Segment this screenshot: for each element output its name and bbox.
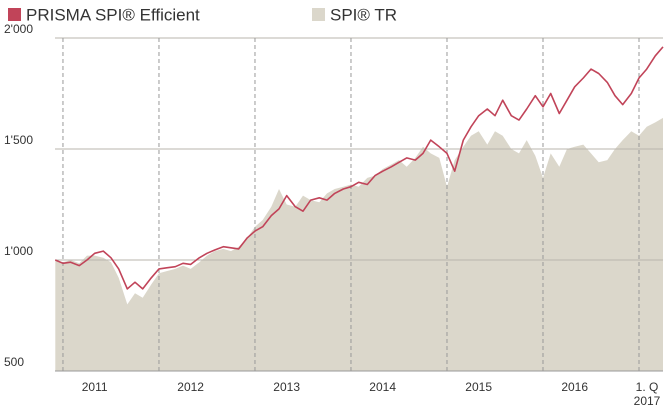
y-tick-label: 500 (4, 355, 24, 369)
legend-label: SPI® TR (330, 6, 397, 25)
x-tick-label: 2016 (561, 380, 589, 394)
y-tick-label: 2'000 (4, 22, 33, 36)
x-tick-label: 2013 (273, 380, 300, 394)
y-tick-label: 1'500 (4, 133, 33, 147)
legend-label: PRISMA SPI® Efficient (26, 6, 200, 25)
area (55, 117, 664, 372)
x-tick-label: 2014 (369, 380, 396, 394)
x-tick-label: 2012 (177, 380, 204, 394)
x-tick-label: 2011 (81, 380, 108, 394)
x-tick-label: 2015 (465, 380, 492, 394)
legend-swatch (8, 8, 21, 21)
legend-swatch (312, 8, 325, 21)
x-tick-label: 1. Q 2017 (633, 380, 661, 408)
line (54, 46, 664, 290)
y-tick-label: 1'000 (4, 244, 33, 258)
